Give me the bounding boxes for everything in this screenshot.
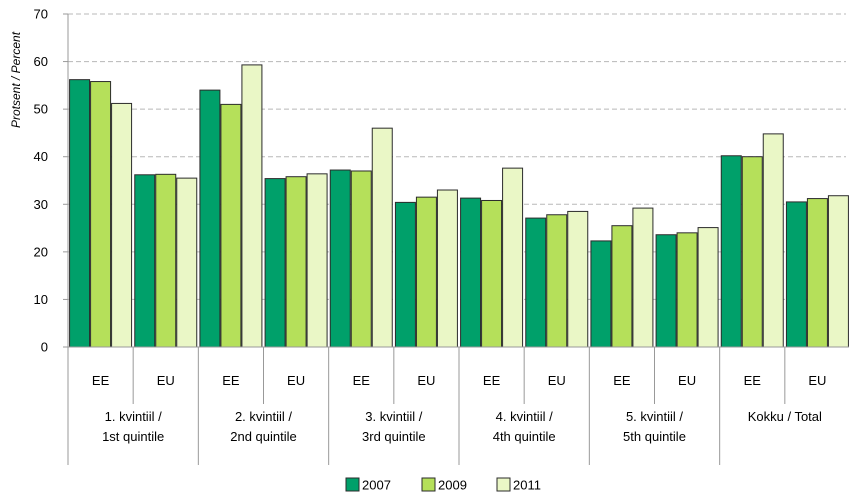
y-tick-label: 60 — [34, 54, 48, 69]
bar-2009-7 — [481, 199, 503, 348]
bar-2009-10 — [676, 232, 698, 348]
bar-2011-8 — [567, 210, 589, 348]
y-tick-label: 0 — [41, 340, 48, 355]
x-tick-label: EE — [483, 373, 501, 388]
x-tick-label: EE — [744, 373, 762, 388]
legend: 2007 2009 2011 — [345, 477, 541, 493]
bar-2009-6 — [415, 196, 437, 348]
bar-2009-9 — [611, 225, 633, 348]
bar-2011-7 — [502, 167, 524, 348]
bar-2011-2 — [176, 177, 198, 348]
bar-2007-3 — [199, 89, 221, 348]
legend-swatch-2009 — [421, 477, 436, 492]
y-axis-label: Protsent / Percent — [9, 31, 23, 128]
x-tick-label: EU — [808, 373, 826, 388]
bar-2011-10 — [697, 227, 719, 348]
y-tick-label: 10 — [34, 292, 48, 307]
bars — [69, 64, 849, 348]
bar-2007-5 — [329, 169, 351, 348]
bar-2009-8 — [546, 214, 568, 348]
group-label-line1: 2. kvintiil / — [235, 409, 292, 424]
group-label-line1: 4. kvintiil / — [496, 409, 553, 424]
bar-2007-9 — [590, 240, 612, 348]
x-tick-label: EE — [92, 373, 110, 388]
group-label-line2: 4th quintile — [493, 429, 556, 444]
bar-2011-1 — [111, 102, 133, 348]
bar-2011-12 — [827, 195, 849, 348]
group-label-line1: Kokku / Total — [748, 409, 822, 424]
x-tick-label: EE — [222, 373, 240, 388]
bar-2007-11 — [720, 155, 742, 348]
x-tick-label: EU — [678, 373, 696, 388]
bar-2007-2 — [134, 174, 156, 348]
bar-2009-12 — [806, 198, 828, 348]
legend-label-2009: 2009 — [438, 478, 467, 493]
bar-2011-5 — [371, 127, 393, 348]
bar-2009-11 — [741, 156, 763, 348]
bar-2007-7 — [460, 197, 482, 348]
group-label-line1: 1. kvintiil / — [105, 409, 162, 424]
group-label-line2: 1st quintile — [102, 429, 164, 444]
x-tick-label: EE — [613, 373, 631, 388]
bar-2007-4 — [264, 178, 286, 348]
x-tick-label: EU — [287, 373, 305, 388]
legend-label-2007: 2007 — [362, 478, 391, 493]
group-labels: 1. kvintiil / 1st quintile 2. kvintiil / 2n… — [102, 409, 822, 444]
bar-2011-6 — [436, 189, 458, 348]
bar-2007-1 — [69, 79, 91, 348]
bar-2011-11 — [762, 133, 784, 348]
bar-2011-3 — [241, 64, 263, 348]
y-tick-label: 30 — [34, 197, 48, 212]
bar-2009-1 — [90, 81, 112, 348]
bar-2009-2 — [155, 173, 177, 348]
x-tick-label: EU — [157, 373, 175, 388]
group-label-line2: 3rd quintile — [362, 429, 426, 444]
x-tick-label: EE — [353, 373, 371, 388]
y-tick-labels: 0 10 20 30 40 50 60 70 — [34, 7, 48, 355]
y-tick-label: 70 — [34, 7, 48, 22]
bar-2007-8 — [525, 217, 547, 348]
y-tick-label: 20 — [34, 244, 48, 259]
group-label-line1: 5. kvintiil / — [626, 409, 683, 424]
legend-swatch-2011 — [496, 477, 511, 492]
bar-2009-5 — [350, 170, 372, 348]
x-tick-label: EU — [548, 373, 566, 388]
category-labels: EE EU EE EU EE EU EE EU EE EU EE EU — [92, 373, 827, 388]
y-tick-label: 40 — [34, 149, 48, 164]
legend-swatch-2007 — [345, 477, 360, 492]
bar-2011-4 — [306, 173, 328, 348]
group-label-line2: 2nd quintile — [230, 429, 297, 444]
bar-2007-12 — [785, 201, 807, 348]
group-label-line1: 3. kvintiil / — [365, 409, 422, 424]
group-label-line2: 5th quintile — [623, 429, 686, 444]
legend-label-2011: 2011 — [513, 478, 541, 493]
bar-2009-4 — [285, 176, 307, 348]
y-tick-label: 50 — [34, 102, 48, 117]
bar-2007-6 — [394, 201, 416, 348]
bar-2007-10 — [655, 234, 677, 348]
axes — [63, 13, 849, 465]
x-tick-label: EU — [417, 373, 435, 388]
bar-2009-3 — [220, 103, 242, 348]
bar-2011-9 — [632, 207, 654, 348]
